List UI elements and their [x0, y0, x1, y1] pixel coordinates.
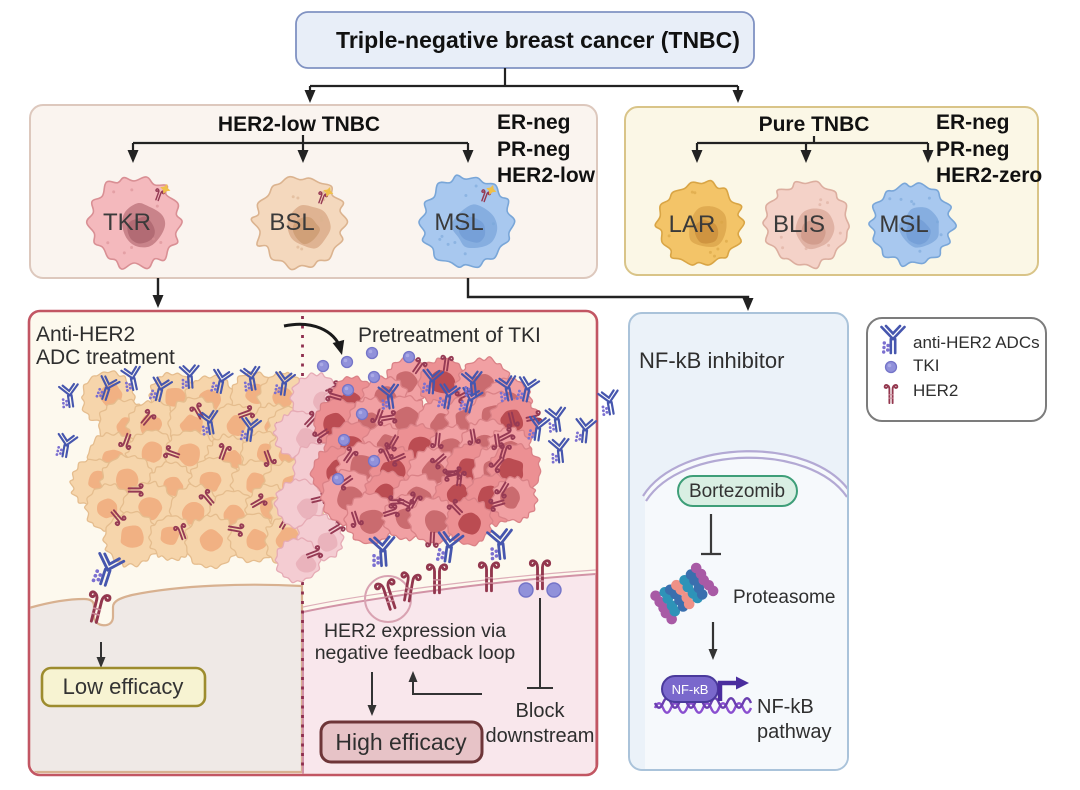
svg-text:Low efficacy: Low efficacy — [63, 674, 184, 699]
svg-text:HER2 expression via: HER2 expression via — [324, 620, 506, 642]
svg-text:HER2: HER2 — [913, 381, 958, 400]
svg-text:HER2-low TNBC: HER2-low TNBC — [218, 113, 380, 136]
svg-text:Bortezomib: Bortezomib — [689, 481, 785, 502]
svg-text:PR-neg: PR-neg — [936, 138, 1010, 161]
svg-text:Pure TNBC: Pure TNBC — [759, 113, 870, 136]
svg-text:BLIS: BLIS — [773, 211, 825, 238]
svg-text:ER-neg: ER-neg — [497, 111, 571, 134]
svg-text:MSL: MSL — [434, 209, 483, 236]
svg-text:ER-neg: ER-neg — [936, 111, 1010, 134]
svg-text:Pretreatment of TKI: Pretreatment of TKI — [358, 324, 541, 347]
svg-text:MSL: MSL — [879, 211, 928, 238]
svg-text:BSL: BSL — [269, 209, 314, 236]
svg-text:downstream: downstream — [486, 725, 595, 747]
svg-text:Proteasome: Proteasome — [733, 587, 835, 608]
svg-text:anti-HER2 ADCs: anti-HER2 ADCs — [913, 333, 1040, 352]
svg-text:Block: Block — [516, 700, 566, 722]
svg-text:NF-kB inhibitor: NF-kB inhibitor — [639, 348, 784, 373]
svg-text:pathway: pathway — [757, 721, 832, 743]
svg-text:negative feedback loop: negative feedback loop — [315, 642, 516, 664]
svg-text:Triple-negative breast cancer: Triple-negative breast cancer (TNBC) — [336, 27, 740, 53]
svg-text:HER2-low: HER2-low — [497, 164, 596, 187]
svg-text:NF-kB: NF-kB — [757, 696, 814, 718]
svg-text:High efficacy: High efficacy — [335, 729, 467, 755]
svg-text:LAR: LAR — [669, 211, 716, 238]
svg-text:HER2-zero: HER2-zero — [936, 164, 1042, 187]
svg-text:PR-neg: PR-neg — [497, 138, 571, 161]
svg-text:Anti-HER2: Anti-HER2 — [36, 323, 135, 346]
svg-text:TKI: TKI — [913, 356, 939, 375]
svg-text:NF-κB: NF-κB — [672, 682, 709, 697]
svg-text:TKR: TKR — [103, 209, 151, 236]
svg-text:ADC treatment: ADC treatment — [36, 346, 175, 369]
